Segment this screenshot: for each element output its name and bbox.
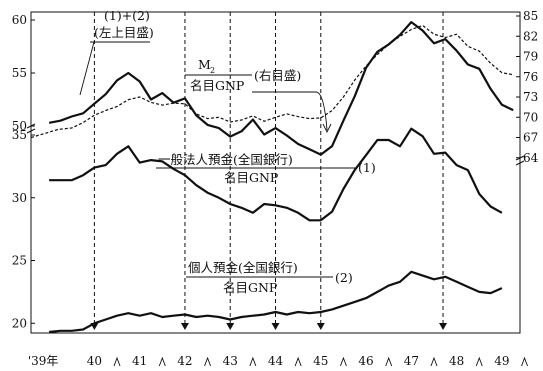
event-marker-arrow [439, 323, 448, 330]
x-tick-label: 49 [494, 354, 509, 368]
corp-series-tag: (1) [358, 160, 376, 175]
x-tick-label: '39年 [28, 354, 59, 368]
series-line-2 [49, 127, 503, 222]
left-upper-tick-label: 60 [12, 13, 27, 27]
x-boundary-mark [113, 356, 121, 367]
x-boundary-mark [339, 356, 347, 367]
right-tick-label: 73 [523, 90, 538, 104]
right-tick-label: 82 [523, 29, 538, 43]
left-upper-tick-label: 55 [12, 66, 27, 80]
event-marker-arrow [271, 323, 280, 330]
x-boundary-mark [249, 356, 257, 367]
x-tick-label: 43 [223, 354, 238, 368]
x-boundary-mark [475, 356, 483, 367]
ratio-leader-line [252, 91, 328, 131]
series-line-0 [48, 21, 514, 156]
x-tick-label: 40 [87, 354, 102, 368]
indiv-numerator: 個人預金(全国銀行) [188, 260, 298, 275]
sum-axis-label: (左上目盛) [94, 25, 154, 40]
event-marker-arrow [226, 323, 235, 330]
event-marker-arrow [316, 323, 325, 330]
series-line-1 [30, 24, 514, 139]
x-boundary-mark [385, 356, 393, 367]
series [30, 21, 514, 334]
x-boundary-mark [294, 356, 302, 367]
left-upper-tick-label: 50 [12, 119, 27, 133]
x-tick-label: 44 [268, 354, 284, 368]
corp-numerator: 一般法人預金(全国銀行) [158, 152, 293, 167]
left-lower-tick-label: 35 [12, 128, 27, 142]
right-tick-label: 79 [523, 50, 538, 64]
corp-denominator: 名目GNP [224, 170, 278, 185]
right-tick-label: 70 [523, 110, 538, 124]
sum-leader-line [79, 41, 95, 96]
indiv-denominator: 名目GNP [223, 280, 277, 295]
x-boundary-mark [430, 356, 438, 367]
x-tick-label: 46 [358, 354, 373, 368]
right-tick-label: 85 [523, 9, 538, 23]
series-line-3 [48, 270, 503, 334]
ratio-denominator: 名目GNP [190, 78, 244, 93]
indiv-series-tag: (2) [335, 270, 353, 285]
ratio-numerator: M [198, 57, 211, 72]
x-tick-label: 48 [449, 354, 464, 368]
x-boundary-mark [158, 356, 166, 367]
right-tick-label: 64 [523, 151, 539, 165]
ratio-axis-label: (右目盛) [254, 68, 301, 83]
right-tick-label: 76 [523, 70, 538, 84]
left-lower-tick-label: 25 [12, 254, 27, 268]
x-boundary-mark [204, 356, 212, 367]
left-lower-tick-label: 20 [12, 316, 27, 330]
event-marker-arrow [180, 323, 189, 330]
right-tick-label: 67 [523, 131, 538, 145]
x-tick-label: 45 [313, 354, 328, 368]
x-boundary-mark [521, 356, 528, 367]
ratio-arrow [322, 123, 332, 134]
x-tick-label: 47 [404, 354, 419, 368]
x-tick-label: 41 [132, 354, 147, 368]
ratio-subscript: 2 [210, 66, 215, 75]
sum-line-label: (1)+(2) [104, 8, 150, 23]
x-tick-label: 42 [177, 354, 192, 368]
annotations: (1)+(2) (左上目盛) M 2 (右目盛) 名目GNP 一般法人預金(全国… [79, 8, 376, 295]
left-lower-tick-label: 30 [12, 191, 27, 205]
